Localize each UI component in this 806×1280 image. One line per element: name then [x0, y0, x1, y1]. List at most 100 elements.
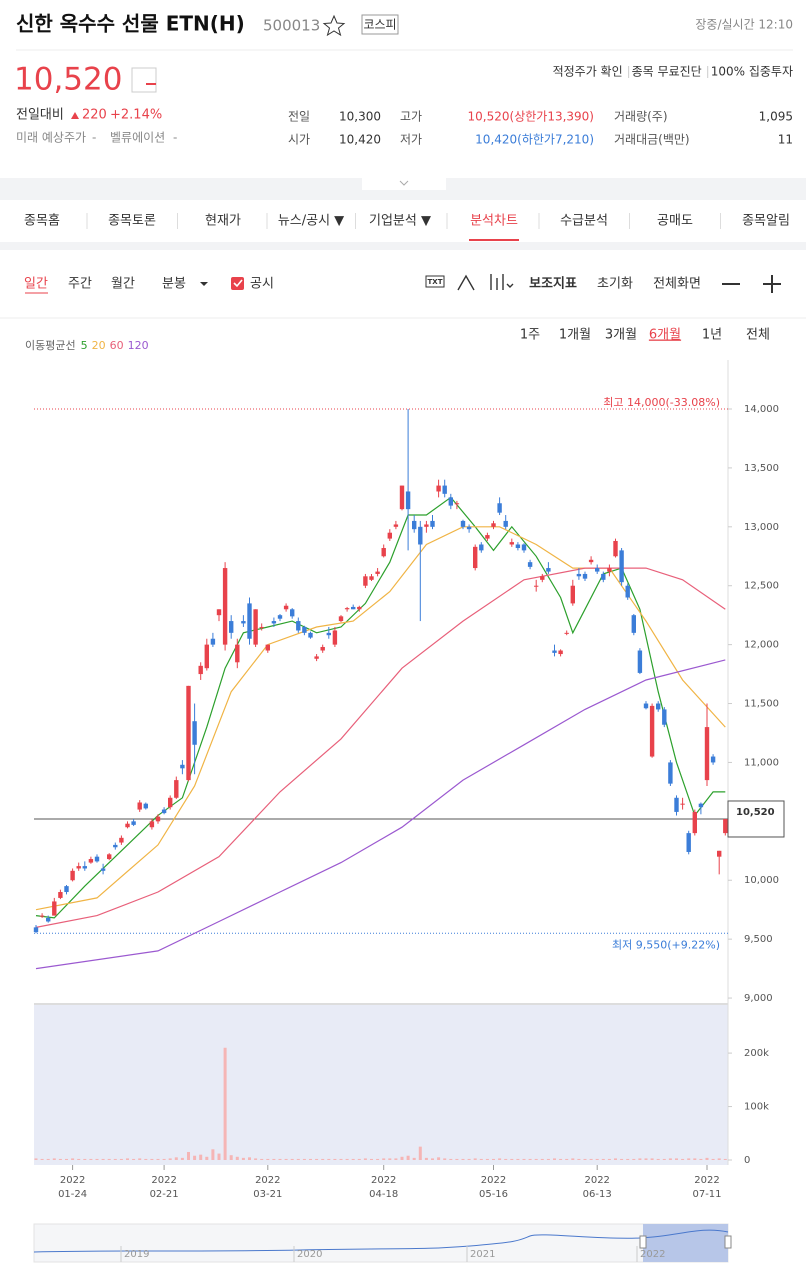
navigator-year: 2019: [124, 1249, 149, 1260]
volume-bar: [565, 1158, 569, 1161]
volume-bar: [492, 1158, 495, 1161]
period-button[interactable]: 전체: [746, 328, 770, 343]
candle-body: [698, 803, 704, 808]
candle-body: [76, 866, 81, 869]
tool-button[interactable]: 초기화: [597, 277, 633, 292]
candle-body: [540, 576, 545, 580]
candle-body: [46, 917, 51, 922]
checkbox[interactable]: [231, 277, 244, 290]
candle-body: [277, 615, 283, 619]
candle-body: [149, 821, 155, 828]
notice[interactable]: 공시: [250, 277, 274, 292]
quote-link[interactable]: 100% 집중투자: [711, 65, 793, 79]
nav-tab[interactable]: 종목토론: [108, 214, 156, 229]
period-button[interactable]: 1주: [520, 328, 540, 343]
market-badge: [361, 14, 399, 35]
volume-bar: [693, 1158, 697, 1161]
y-tick-label: 9,500: [744, 934, 773, 945]
navigator-handle[interactable]: [639, 1235, 647, 1249]
x-tick-year: 2022: [481, 1175, 506, 1186]
indicator-icon[interactable]: [490, 274, 514, 290]
zoom-in[interactable]: [763, 275, 781, 293]
range-button[interactable]: 분봉: [162, 277, 186, 292]
range-button[interactable]: 주간: [68, 277, 92, 292]
quote-cell: 저가: [400, 133, 422, 147]
low-label: 최저 9,550(+9.22%): [612, 938, 720, 951]
ma-line: [35, 526, 726, 911]
ma-label: 이동평균선: [25, 339, 76, 352]
txt-icon[interactable]: [425, 275, 445, 288]
volume-bar: [607, 1158, 611, 1161]
candle-body: [64, 886, 69, 893]
volume-bar: [339, 1158, 343, 1161]
candle-body: [558, 650, 563, 655]
candle-body: [381, 548, 386, 557]
quote-link[interactable]: 적정주가 확인: [553, 65, 623, 79]
period-button[interactable]: 1년: [702, 328, 722, 343]
candle-body: [595, 568, 600, 572]
volume-bar: [656, 1158, 660, 1161]
y-tick-label: 12,500: [744, 581, 779, 592]
candle-body: [546, 568, 551, 572]
draw-icon[interactable]: [457, 274, 475, 291]
valuation-label: 벨류에이션: [110, 131, 165, 145]
candle-body: [564, 632, 569, 634]
x-tick-date: 03-21: [253, 1189, 282, 1200]
candle-body: [662, 709, 667, 725]
candle-body: [466, 526, 472, 530]
nav-tab[interactable]: 종목홈: [24, 214, 60, 229]
star-icon[interactable]: [322, 14, 346, 37]
candle-body: [357, 606, 362, 610]
y-tick-label: 14,000: [744, 404, 779, 415]
price-tag-label: 10,520: [736, 807, 775, 818]
candle-body: [399, 485, 405, 510]
nav-tab[interactable]: 수급분석: [560, 214, 608, 229]
ma-line: [35, 567, 726, 928]
volume-bar: [638, 1158, 642, 1161]
expand-tab[interactable]: [362, 178, 446, 190]
candle-body: [180, 764, 185, 769]
volume-pane: [34, 1005, 728, 1165]
navigator-year: 2020: [297, 1249, 322, 1260]
range-button[interactable]: 월간: [111, 277, 135, 292]
candle-body: [503, 520, 508, 527]
volume-bar: [333, 1158, 337, 1161]
nav-tab[interactable]: 뉴스/공시 ▼: [278, 214, 344, 229]
candle-body: [442, 485, 447, 494]
volume-bar: [589, 1158, 593, 1161]
nav-tab[interactable]: 분석차트: [470, 214, 518, 229]
volume-bar: [296, 1158, 300, 1161]
volume-bar: [400, 1156, 404, 1161]
volume-bar: [187, 1151, 190, 1161]
range-button[interactable]: 일간: [24, 277, 48, 292]
tool-button[interactable]: 보조지표: [529, 277, 577, 292]
candle-body: [515, 544, 521, 549]
volume-bar: [327, 1158, 331, 1161]
x-tick-year: 2022: [255, 1175, 280, 1186]
candle-body: [308, 632, 313, 638]
period-button[interactable]: 3개월: [605, 328, 637, 343]
candle-body: [119, 837, 124, 843]
ma-line: [35, 659, 726, 970]
quote-cell: 10,420(하한가7,210): [475, 133, 594, 147]
period-button[interactable]: 6개월: [649, 328, 681, 343]
candle-body: [125, 823, 130, 828]
volume-bar: [626, 1158, 630, 1161]
quote-link[interactable]: 종목 무료진단: [632, 65, 702, 79]
volume-bar: [260, 1158, 264, 1161]
volume-bar: [675, 1158, 678, 1161]
volume-bar: [455, 1158, 459, 1161]
nav-tab[interactable]: 현재가: [205, 214, 241, 229]
volume-bar: [217, 1153, 221, 1161]
quote-cell: 10,520(상한가13,390): [468, 110, 594, 124]
period-button[interactable]: 1개월: [559, 328, 591, 343]
candle-body: [52, 901, 57, 916]
nav-tab[interactable]: 기업분석 ▼: [369, 214, 431, 229]
navigator-handle[interactable]: [724, 1235, 732, 1249]
tool-button[interactable]: 전체화면: [653, 277, 701, 292]
candle-body: [491, 523, 496, 527]
nav-tab[interactable]: 공매도: [657, 214, 693, 229]
quote-cell: 10,300: [339, 110, 381, 124]
nav-tab[interactable]: 종목알림: [742, 214, 790, 229]
